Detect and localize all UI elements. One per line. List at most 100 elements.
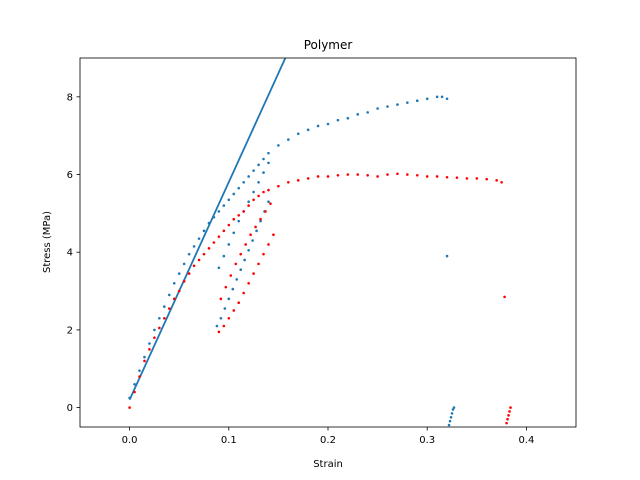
- data-point: [237, 186, 241, 190]
- data-point: [133, 382, 136, 386]
- data-point: [187, 272, 191, 275]
- x-tick-label: 0.3: [419, 435, 435, 446]
- y-tick-label: 2: [67, 325, 73, 336]
- x-tick-label: 0.0: [122, 435, 138, 446]
- data-point: [217, 330, 221, 334]
- data-point: [252, 190, 255, 194]
- data-point: [406, 173, 409, 176]
- data-point: [247, 204, 250, 207]
- data-point: [177, 289, 181, 293]
- data-point: [237, 214, 241, 217]
- data-point: [247, 175, 250, 178]
- y-tick-label: 6: [67, 170, 73, 181]
- data-point: [153, 328, 156, 332]
- data-point: [267, 151, 270, 155]
- data-point: [287, 138, 290, 141]
- data-point: [237, 219, 241, 223]
- chart-title: Polymer: [304, 38, 353, 52]
- data-point: [262, 252, 265, 256]
- data-point: [143, 355, 146, 359]
- data-point: [455, 176, 459, 179]
- data-point: [254, 225, 257, 229]
- data-point: [219, 316, 223, 320]
- data-point: [465, 177, 469, 180]
- data-point: [267, 161, 270, 165]
- data-point: [386, 173, 389, 176]
- data-point: [249, 233, 252, 237]
- data-point: [223, 307, 227, 310]
- data-point: [224, 285, 228, 289]
- data-point: [425, 97, 429, 101]
- data-point: [296, 179, 300, 182]
- data-point: [396, 103, 399, 106]
- data-point: [269, 202, 272, 205]
- data-point: [449, 415, 453, 419]
- data-point: [257, 180, 260, 184]
- data-point: [509, 406, 512, 409]
- data-point: [217, 210, 221, 213]
- fit-line: [128, 58, 287, 401]
- data-point: [252, 169, 255, 172]
- data-point: [450, 412, 454, 415]
- data-point: [163, 316, 166, 320]
- data-point: [217, 235, 221, 238]
- data-point: [167, 293, 171, 297]
- data-point: [445, 254, 449, 258]
- data-point: [243, 258, 246, 262]
- data-point: [182, 262, 186, 266]
- data-point: [267, 243, 270, 246]
- data-point: [316, 124, 320, 128]
- data-point: [406, 101, 409, 104]
- series-0: [128, 95, 456, 427]
- axis-ticks: 0.0 0.1 0.2 0.3 0.4 0 2 4 6 8: [67, 92, 535, 446]
- data-point: [197, 237, 201, 240]
- data-point: [217, 266, 221, 270]
- data-point: [262, 171, 265, 174]
- data-point: [148, 348, 151, 351]
- data-point: [148, 342, 151, 345]
- data-point: [356, 113, 360, 116]
- data-point: [252, 198, 255, 202]
- data-point: [259, 217, 262, 221]
- data-point: [336, 174, 340, 177]
- data-point: [396, 172, 399, 176]
- data-point: [451, 408, 455, 411]
- data-point: [227, 223, 231, 227]
- data-point: [212, 241, 216, 244]
- data-point: [232, 192, 236, 196]
- data-point: [306, 128, 310, 132]
- data-point: [163, 305, 166, 308]
- data-point: [316, 175, 320, 178]
- data-point: [242, 291, 245, 295]
- x-tick-label: 0.4: [518, 435, 534, 446]
- data-point: [192, 245, 196, 248]
- data-point: [500, 180, 503, 184]
- data-point: [143, 359, 146, 363]
- data-point: [252, 272, 255, 275]
- data-point: [267, 200, 270, 204]
- data-point: [264, 210, 267, 213]
- data-point: [197, 258, 201, 262]
- data-point: [255, 229, 258, 233]
- data-point: [187, 252, 191, 256]
- data-point: [222, 254, 226, 258]
- data-point: [202, 252, 206, 256]
- data-point: [242, 180, 245, 184]
- data-point: [386, 105, 389, 108]
- data-point: [445, 175, 449, 179]
- data-point: [227, 297, 231, 301]
- data-point: [475, 177, 479, 180]
- data-point: [247, 281, 250, 285]
- data-point: [262, 190, 265, 194]
- data-point: [277, 184, 280, 188]
- data-point: [267, 188, 270, 192]
- data-point: [133, 390, 136, 394]
- data-point: [192, 264, 196, 268]
- y-tick-label: 0: [67, 403, 73, 414]
- data-point: [232, 309, 236, 312]
- data-point: [222, 204, 226, 207]
- data-point: [251, 239, 254, 242]
- data-point: [232, 217, 236, 221]
